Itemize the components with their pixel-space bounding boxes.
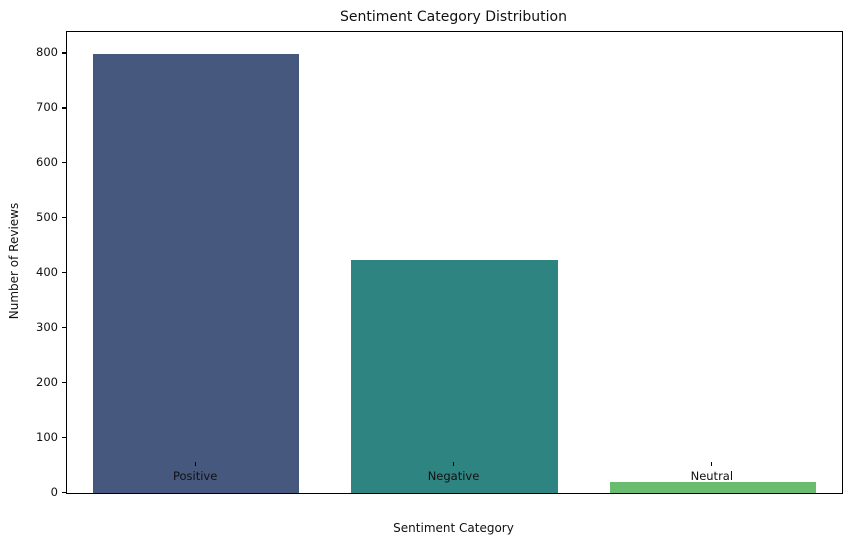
plot-area <box>66 31 843 494</box>
y-tick-mark <box>62 326 66 329</box>
y-tick-label: 600 <box>36 155 58 170</box>
bar-positive <box>92 53 300 493</box>
y-tick-mark <box>62 107 66 109</box>
y-tick-mark <box>62 52 66 54</box>
bar-neutral <box>609 482 817 493</box>
y-tick-label: 500 <box>36 210 58 225</box>
y-tick-mark <box>62 381 66 383</box>
chart-title: Sentiment Category Distribution <box>340 9 567 25</box>
y-tick-label: 0 <box>50 484 58 499</box>
x-tick-label-negative: Negative <box>427 469 480 483</box>
y-tick-label: 200 <box>36 374 58 389</box>
y-tick-label: 400 <box>36 264 58 279</box>
y-tick-label: 700 <box>36 100 58 115</box>
x-tick-mark <box>194 462 196 466</box>
y-tick-mark <box>62 217 66 219</box>
bar-negative <box>351 259 558 493</box>
x-axis-label: Sentiment Category <box>393 521 514 535</box>
y-axis-label: Number of Reviews <box>7 202 21 320</box>
y-tick-mark <box>62 271 66 274</box>
x-tick-mark <box>711 462 713 466</box>
y-tick-mark <box>62 162 66 164</box>
x-tick-label-positive: Positive <box>172 469 218 483</box>
x-tick-label-neutral: Neutral <box>690 469 734 483</box>
y-tick-mark <box>62 491 66 493</box>
y-tick-label: 800 <box>36 45 58 60</box>
y-tick-label: 300 <box>36 319 58 334</box>
y-tick-label: 100 <box>36 429 58 444</box>
x-tick-mark <box>452 462 455 466</box>
y-tick-mark <box>62 436 66 438</box>
